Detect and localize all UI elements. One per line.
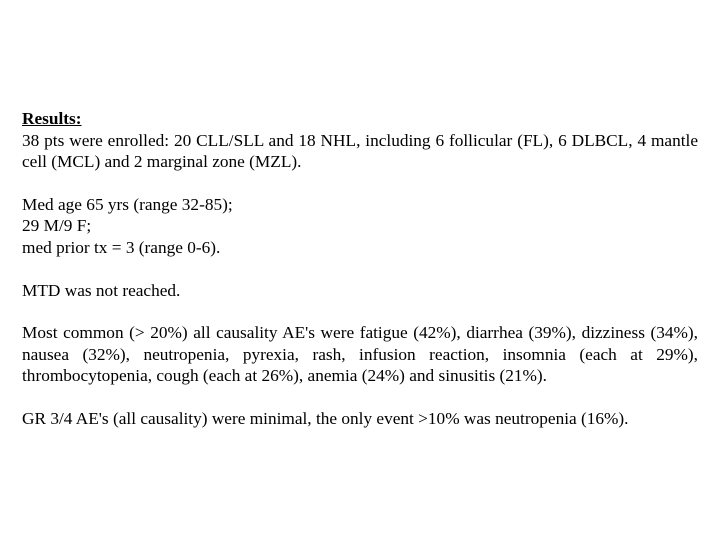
spacer	[22, 173, 698, 194]
document-page: Results: 38 pts were enrolled: 20 CLL/SL…	[0, 0, 720, 540]
demographics-block: Med age 65 yrs (range 32-85); 29 M/9 F; …	[22, 194, 698, 259]
spacer	[22, 301, 698, 322]
age-line: Med age 65 yrs (range 32-85);	[22, 194, 698, 216]
spacer	[22, 387, 698, 408]
common-ae-paragraph: Most common (> 20%) all causality AE's w…	[22, 322, 698, 387]
grade-ae-paragraph: GR 3/4 AE's (all causality) were minimal…	[22, 408, 698, 430]
spacer	[22, 259, 698, 280]
results-block: Results: 38 pts were enrolled: 20 CLL/SL…	[22, 108, 698, 173]
prior-tx-line: med prior tx = 3 (range 0-6).	[22, 237, 698, 259]
enrollment-paragraph: 38 pts were enrolled: 20 CLL/SLL and 18 …	[22, 130, 698, 173]
mtd-paragraph: MTD was not reached.	[22, 280, 698, 302]
section-heading: Results:	[22, 109, 82, 128]
sex-line: 29 M/9 F;	[22, 215, 698, 237]
